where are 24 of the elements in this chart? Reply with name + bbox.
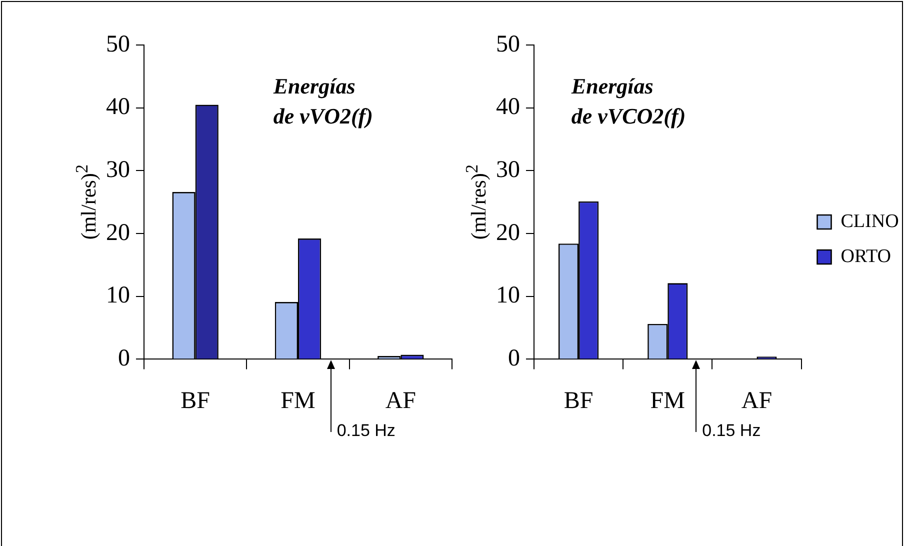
x-tick-label: AF [385, 388, 416, 414]
y-tick-label: 40 [106, 94, 130, 120]
y-tick-label: 20 [496, 220, 520, 246]
text: Energías de vVO2(f) [272, 74, 373, 129]
y-tick-label: 40 [496, 94, 520, 120]
legend-label: CLINO [840, 210, 899, 232]
x-tick-label: FM [650, 388, 685, 414]
x-tick-label: BF [564, 388, 594, 414]
y-tick-label: 30 [496, 156, 520, 183]
y-tick-label: 50 [496, 31, 520, 58]
y-tick-label: 0 [508, 345, 520, 372]
legend-label: ORTO [840, 246, 891, 267]
x-tick-label: BF [180, 388, 210, 414]
text: 0.15 Hz [336, 421, 396, 442]
y-tick-label: 10 [106, 282, 130, 309]
y-tick-label: 20 [106, 220, 130, 246]
y-tick-label: 50 [106, 31, 130, 58]
x-tick-label: AF [741, 388, 772, 414]
text: 0.15 Hz [702, 421, 761, 442]
y-tick-label: 10 [496, 282, 520, 309]
x-tick-label: FM [280, 388, 316, 414]
y-tick-label: 30 [106, 156, 130, 183]
text: Energías de vVCO2(f) [570, 74, 686, 129]
y-tick-label: 0 [118, 345, 130, 372]
